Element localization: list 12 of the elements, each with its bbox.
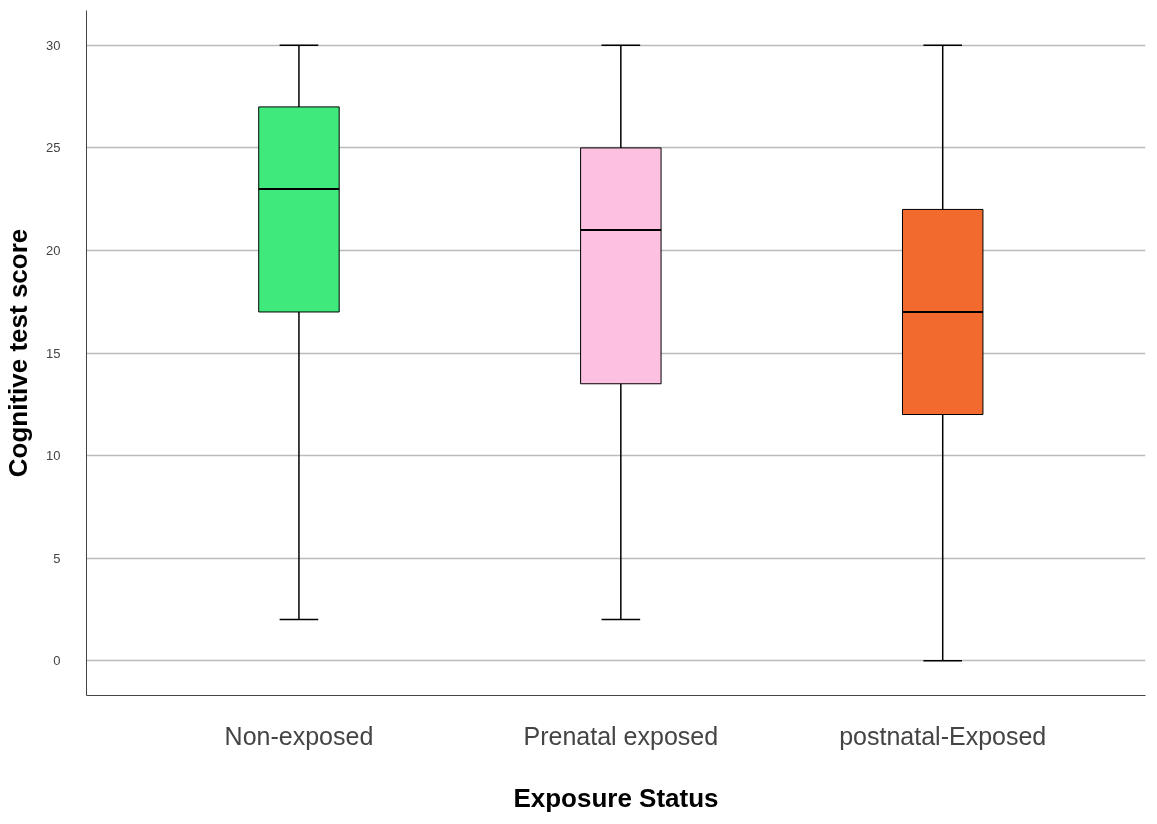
y-tick-label: 20 <box>46 242 61 258</box>
y-tick-label: 10 <box>46 448 61 464</box>
y-tick-label: 30 <box>46 37 61 53</box>
y-tick-label: 5 <box>53 550 61 566</box>
y-axis-title: Cognitive test score <box>3 228 34 478</box>
y-tick-label: 15 <box>46 345 61 361</box>
y-tick-label: 0 <box>53 653 61 669</box>
y-tick-label: 25 <box>46 140 61 156</box>
x-tick-label: Non-exposed <box>224 721 374 750</box>
x-tick-label: Prenatal exposed <box>523 721 719 750</box>
x-axis-title: Exposure Status <box>513 782 719 813</box>
x-tick-label: postnatal-Exposed <box>839 721 1047 750</box>
